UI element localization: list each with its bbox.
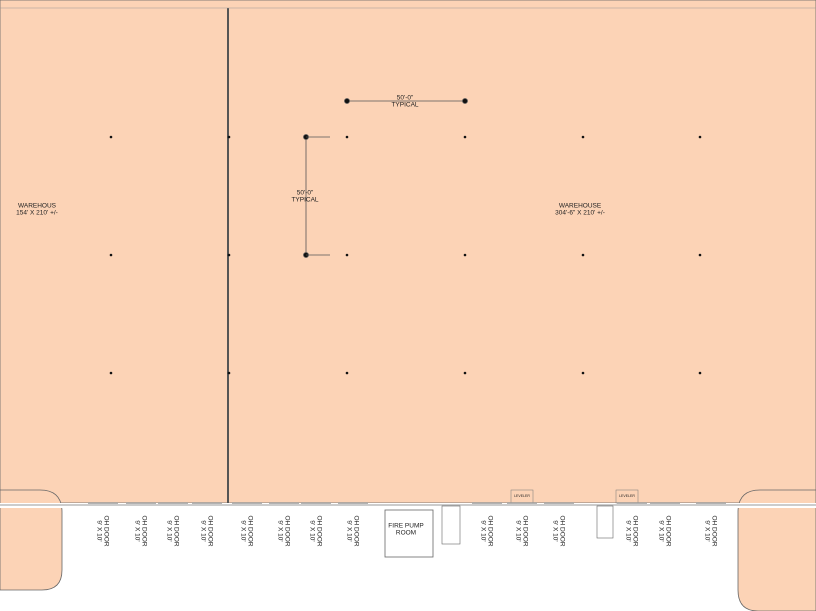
dimension: 50'-0" [397, 95, 414, 102]
door-size: 9' X 10' [276, 520, 283, 541]
door-label: OH DOOR [206, 515, 213, 546]
column [345, 135, 349, 139]
door-label: OH DOOR [283, 515, 290, 546]
door-size: 9' X 10' [514, 520, 521, 541]
column [345, 371, 349, 375]
column [463, 253, 467, 257]
column [345, 253, 349, 257]
columns [109, 135, 702, 375]
stairs [441, 505, 614, 545]
column [109, 371, 113, 375]
door-size: 9' X 10' [95, 520, 102, 541]
door-size: 9' X 10' [624, 520, 631, 541]
door-size: 9' X 10' [479, 520, 486, 541]
door-label: OH DOOR [172, 515, 179, 546]
dimension-note: TYPICAL [391, 102, 418, 109]
room-size: 154' X 210' +/- [16, 210, 58, 217]
dock-edge [0, 503, 816, 508]
dimension-lines [303, 98, 468, 258]
column [698, 253, 702, 257]
column [227, 371, 231, 375]
column [227, 135, 231, 139]
column [227, 253, 231, 257]
dimension-note: TYPICAL [291, 197, 318, 204]
column [581, 253, 585, 257]
door-label: OH DOOR [521, 515, 528, 546]
door-size: 9' X 10' [239, 520, 246, 541]
fire-pump-room [384, 509, 434, 558]
door-label: OH DOOR [140, 515, 147, 546]
column [463, 371, 467, 375]
corner-right [737, 489, 816, 611]
door-size: 9' X 10' [199, 520, 206, 541]
door-size: 9' X 10' [657, 520, 664, 541]
door-size: 9' X 10' [133, 520, 140, 541]
door-size: 9' X 10' [345, 520, 352, 541]
room-label: FIRE PUMP [388, 523, 423, 530]
door-label: OH DOOR [664, 515, 671, 546]
door-size: 9' X 10' [308, 520, 315, 541]
leveler-label: LEVELER [619, 494, 635, 498]
door-size: 9' X 10' [165, 520, 172, 541]
door-label: OH DOOR [631, 515, 638, 546]
door-label: OH DOOR [352, 515, 359, 546]
door-label: OH DOOR [246, 515, 253, 546]
column [463, 135, 467, 139]
door-size: 9' X 10' [703, 520, 710, 541]
door-label: OH DOOR [102, 515, 109, 546]
leveler-label: LEVELER [514, 494, 530, 498]
door-label: OH DOOR [710, 515, 717, 546]
corner-left [0, 489, 63, 591]
room-name: WAREHOUS [18, 203, 57, 210]
column [109, 253, 113, 257]
door-size: 9' X 10' [551, 520, 558, 541]
dimension: 50'-0" [297, 190, 314, 197]
room-size: 304'-6" X 210' +/- [555, 210, 605, 217]
building [0, 0, 816, 504]
column [109, 135, 113, 139]
column [581, 371, 585, 375]
door-label: OH DOOR [315, 515, 322, 546]
door-label: OH DOOR [558, 515, 565, 546]
door-label: OH DOOR [486, 515, 493, 546]
room-label: ROOM [396, 530, 416, 537]
column [698, 371, 702, 375]
column [581, 135, 585, 139]
column [698, 135, 702, 139]
room-name: WAREHOUSE [559, 203, 602, 210]
